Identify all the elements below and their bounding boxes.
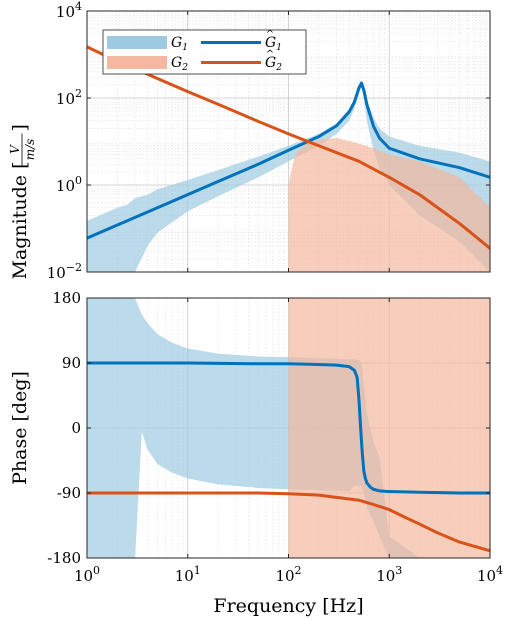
magnitude-y-label-close: ] [9,124,31,131]
phase-y-tick-label: 90 [62,354,81,372]
legend-hat: ^ [266,49,274,60]
phase-y-tick-label: -180 [47,549,81,567]
legend-swatch-band [107,36,167,49]
phase-line-3 [87,361,490,495]
legend-label: G1 [265,35,282,53]
phase-x-tick-label: 101 [175,564,201,585]
legend-label: G2 [171,55,188,73]
phase-x-tick-label: 100 [74,564,100,585]
magnitude-y-label-denominator: m/s [23,139,37,161]
magnitude-line-0 [87,81,490,240]
phase-y-tick-label: 0 [71,419,81,437]
legend-label: G1 [171,35,188,53]
phase-y-label: Phase [deg] [9,371,31,485]
phase-line-4 [87,491,490,553]
legend: G1 G1^G2 G2^ [102,29,307,75]
legend-hat: ^ [266,29,274,40]
series-group [87,298,490,558]
magnitude-y-tick-label: 104 [56,0,82,21]
x-axis-label: Frequency [Hz] [213,595,363,617]
legend-swatch-band [107,56,167,69]
phase-x-tick-label: 102 [275,564,301,585]
magnitude-y-tick-label: 100 [56,174,82,195]
legend-label: G2 [265,55,282,73]
magnitude-y-label-text: Magnitude [ [9,162,31,280]
magnitude-y-tick-label: 10−2 [47,261,82,282]
phase-band-0 [87,298,136,558]
magnitude-y-label: Magnitude [ V m/s] [8,124,37,279]
phase-band-2 [288,298,490,558]
magnitude-y-tick-label: 102 [56,87,82,108]
magnitude-band-3 [288,138,490,272]
magnitude-line-2 [87,45,490,250]
phase-y-tick-label: 180 [52,289,81,307]
magnitude-y-label-numerator: V [8,144,22,154]
series-group [87,45,490,272]
phase-y-tick-label: -90 [57,484,81,502]
phase-x-tick-label: 104 [477,564,503,585]
phase-x-tick-label: 103 [376,564,402,585]
